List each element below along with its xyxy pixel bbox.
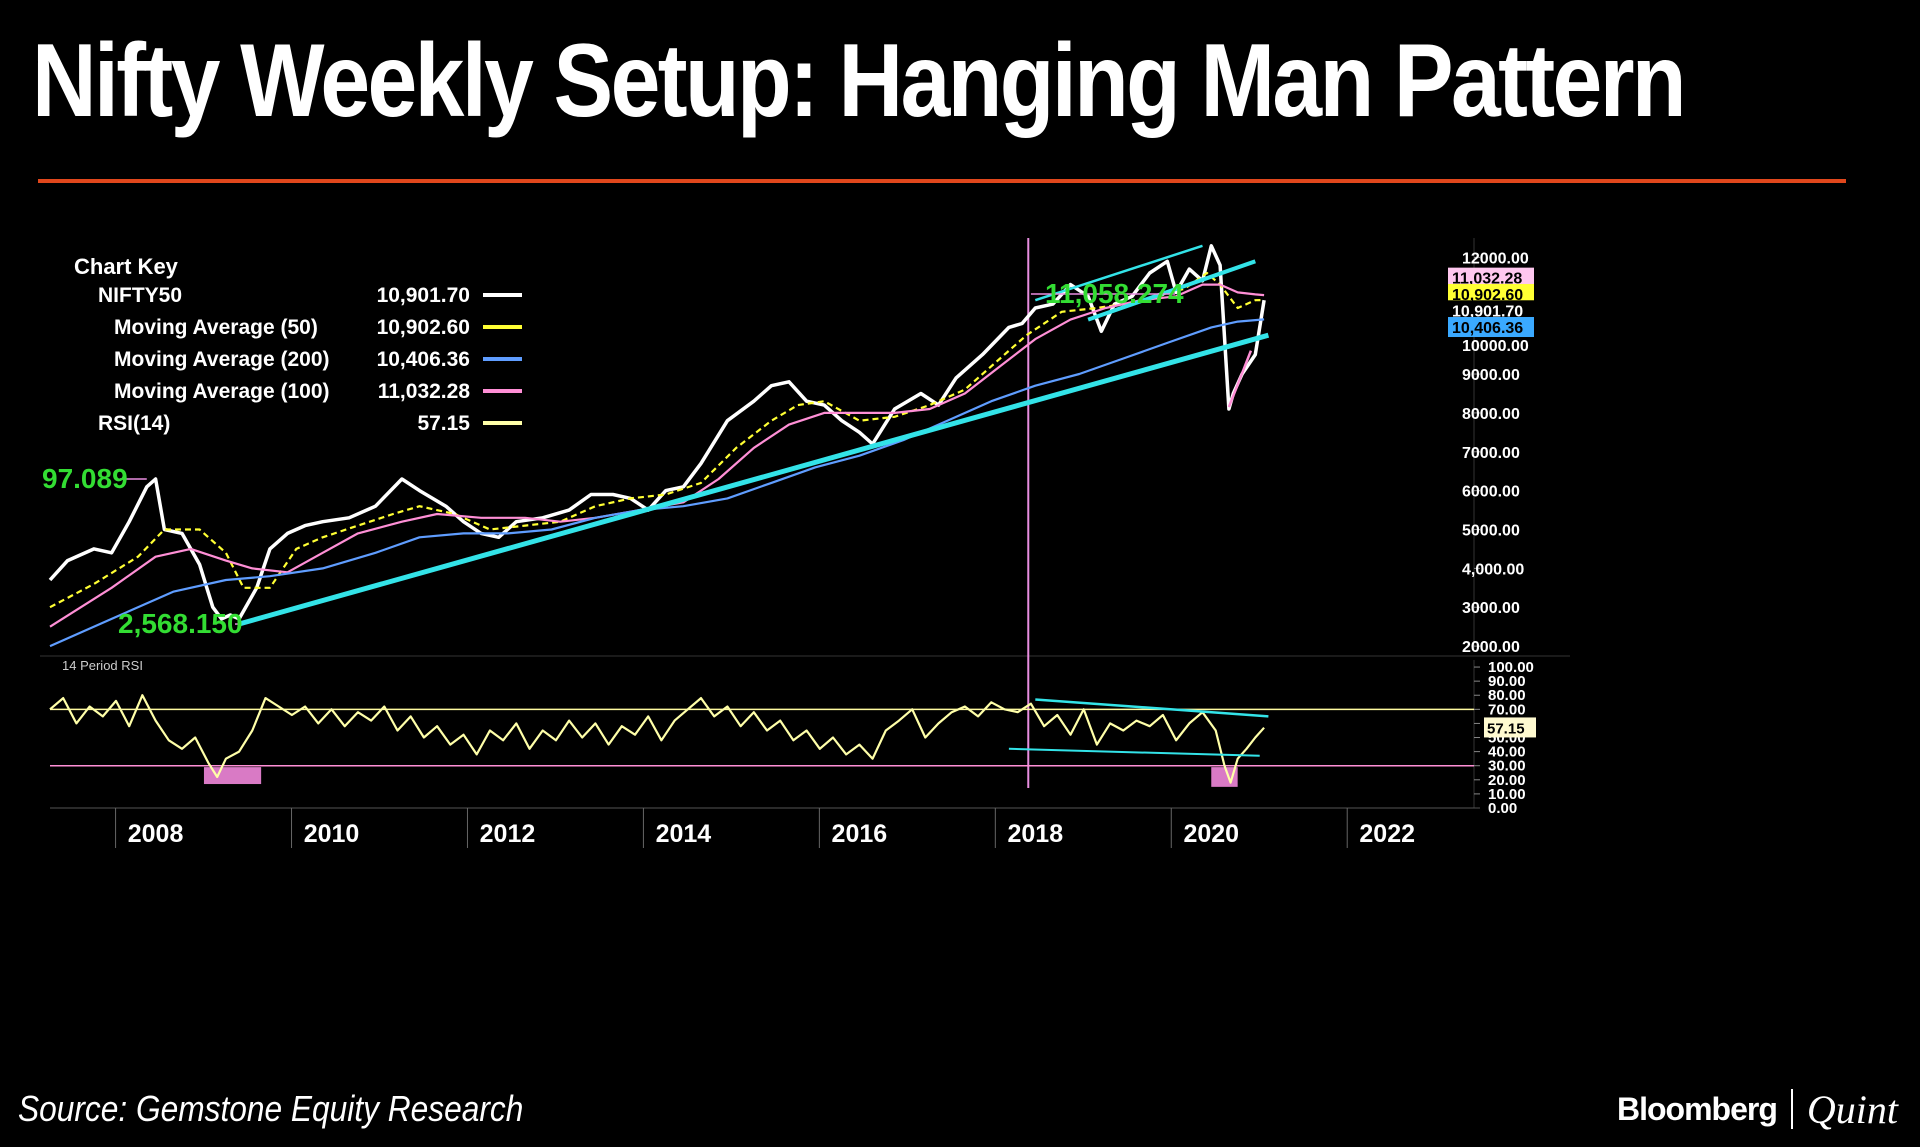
chart-key: Chart Key NIFTY50 10,901.70 Moving Average …: [74, 254, 522, 435]
rsi-tick-label: 80.00: [1488, 687, 1526, 704]
x-tick-label: 2012: [480, 820, 536, 848]
price-tick-label: 8000.00: [1462, 406, 1520, 423]
annotation-label: 97.089: [42, 463, 128, 494]
chart-title: Nifty Weekly Setup: Hanging Man Pattern: [32, 23, 1687, 139]
x-tick-label: 2016: [832, 820, 888, 848]
price-current-value: 11,032.28: [1452, 271, 1522, 288]
rsi-tick-label: 100.00: [1488, 659, 1534, 676]
x-tick-label: 2022: [1359, 820, 1415, 848]
x-axis: 2008 2010 2012 2014 2016 2018 2020 2022: [50, 807, 1480, 848]
price-current-value-box: [1448, 283, 1534, 304]
brand-primary: Bloomberg: [1616, 1090, 1778, 1127]
rsi-oversold-box: [203, 767, 262, 785]
title-rule: [38, 179, 1846, 183]
x-tick-label: 2020: [1183, 820, 1239, 848]
x-tick-label: 2008: [128, 820, 184, 848]
price-tick-label: 5000.00: [1462, 523, 1520, 540]
rsi-tick-label: 30.00: [1488, 758, 1526, 775]
annotation-label: 2,568.150: [118, 608, 243, 639]
price-current-value: 10,901.70: [1452, 303, 1523, 320]
rsi-tick-label: 90.00: [1488, 673, 1526, 690]
rsi-panel-title: 14 Period RSI: [62, 658, 143, 673]
price-tick-label: 7000.00: [1462, 445, 1520, 462]
chart-key-value: 11,032.28: [378, 380, 471, 403]
price-tick-label: 9000.00: [1462, 367, 1520, 384]
price-tick-label: 2000.00: [1462, 639, 1520, 656]
upper-channel-line: [1034, 244, 1203, 302]
x-tick-label: 2014: [656, 820, 712, 848]
ma50-line: [49, 271, 1265, 609]
support-trendline: [238, 332, 1270, 627]
chart-key-name: NIFTY50: [98, 284, 182, 307]
price-panel: 12000.0011,032.2810,902.6010,901.7010,40…: [40, 238, 1570, 788]
chart-key-value: 10,902.60: [377, 316, 470, 339]
x-tick-label: 2018: [1008, 820, 1064, 848]
rsi-lower-trendline: [1008, 747, 1260, 757]
price-tick-label: 12000.00: [1462, 250, 1529, 267]
x-tick-label: 2010: [304, 820, 360, 848]
nifty50-line: [48, 244, 1266, 621]
chart: 12000.0011,032.2810,902.6010,901.7010,40…: [40, 238, 1570, 848]
price-current-value-box: [1448, 267, 1534, 288]
brand-logo: Bloomberg Quint: [1617, 1086, 1898, 1132]
chart-key-name: Moving Average (100): [114, 380, 330, 403]
chart-key-value: 10,406.36: [377, 348, 470, 371]
chart-key-name: Moving Average (200): [114, 348, 330, 371]
chart-key-value: 57.15: [417, 412, 470, 435]
rsi-tick-label: 20.00: [1488, 772, 1526, 789]
chart-key-value: 10,901.70: [377, 284, 470, 307]
price-tick-label: 10000.00: [1462, 338, 1529, 355]
brand-divider: [1790, 1089, 1793, 1129]
rsi-tick-label: 70.00: [1488, 701, 1526, 718]
price-current-value-box: [1448, 300, 1534, 321]
source-note: Source: Gemstone Equity Research: [18, 1088, 524, 1129]
price-tick-label: 6000.00: [1462, 484, 1520, 501]
chart-key-heading: Chart Key: [74, 254, 179, 279]
rsi-tick-label: 10.00: [1488, 786, 1526, 803]
rsi-current-value: 57.15: [1487, 720, 1525, 737]
price-current-value: 10,902.60: [1452, 287, 1523, 304]
rsi-upper-trendline: [1035, 698, 1269, 718]
price-tick-label: 3000.00: [1462, 600, 1520, 617]
lower-channel-line: [1087, 259, 1256, 322]
ma200-line: [49, 318, 1265, 648]
annotation-label: 11,058.274: [1045, 278, 1184, 309]
rsi-current-value-box: [1484, 717, 1536, 738]
chart-key-name: RSI(14): [98, 412, 170, 435]
price-current-value: 10,406.36: [1452, 320, 1523, 337]
rsi-panel: 14 Period RSI100.0090.0080.0070.0060.005…: [49, 658, 1536, 817]
recovery-line: [1227, 350, 1253, 408]
rsi-tick-label: 40.00: [1488, 744, 1526, 761]
chart-key-name: Moving Average (50): [114, 316, 318, 339]
price-current-value-box: [1448, 317, 1534, 338]
rsi-tick-label: 0.00: [1488, 800, 1517, 817]
price-tick-label: 4,000.00: [1462, 561, 1524, 578]
brand-secondary: Quint: [1806, 1086, 1898, 1132]
rsi-line: [49, 694, 1265, 784]
